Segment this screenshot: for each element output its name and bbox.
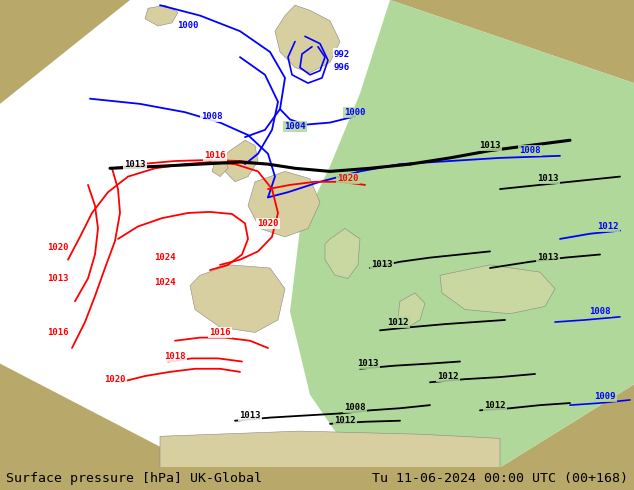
Polygon shape [190,265,285,332]
Text: 1020: 1020 [337,174,359,183]
Text: 1013: 1013 [537,253,559,262]
Text: 996: 996 [334,63,350,72]
Text: 1008: 1008 [589,307,611,316]
Text: 1018: 1018 [164,352,186,361]
Polygon shape [275,5,340,73]
Text: 1013: 1013 [124,160,146,169]
Text: 1013: 1013 [48,274,68,283]
Text: 1000: 1000 [178,22,198,30]
Text: 1016: 1016 [204,151,226,160]
Text: 1020: 1020 [104,375,126,384]
Text: 1016: 1016 [209,328,231,337]
Text: 1008: 1008 [519,146,541,155]
Text: 1013: 1013 [372,260,392,270]
Text: Surface pressure [hPa] UK-Global: Surface pressure [hPa] UK-Global [6,472,262,485]
Text: 1013: 1013 [479,141,501,150]
Text: 1012: 1012 [437,371,459,381]
Text: 1013: 1013 [357,359,378,368]
Polygon shape [160,431,500,467]
Text: 1009: 1009 [594,392,616,401]
Text: 1000: 1000 [344,108,366,117]
Polygon shape [248,172,320,237]
Text: 1004: 1004 [284,122,306,131]
Text: 1008: 1008 [201,112,223,121]
Polygon shape [145,5,178,26]
Text: 1012: 1012 [597,222,619,231]
Text: 1013: 1013 [239,411,261,420]
Polygon shape [398,293,425,327]
Text: 1008: 1008 [344,403,366,412]
Text: 1016: 1016 [48,328,68,337]
Polygon shape [212,156,228,176]
Polygon shape [440,265,555,314]
Polygon shape [325,228,360,278]
Polygon shape [0,0,634,467]
Text: 1012: 1012 [387,318,409,326]
Text: 1012: 1012 [334,416,356,425]
Polygon shape [222,140,258,182]
Text: 1020: 1020 [257,219,279,228]
Text: 1024: 1024 [154,253,176,262]
Text: Tu 11-06-2024 00:00 UTC (00+168): Tu 11-06-2024 00:00 UTC (00+168) [372,472,628,485]
Text: 992: 992 [334,49,350,58]
Polygon shape [290,0,634,467]
Text: 1024: 1024 [154,278,176,287]
Text: 1020: 1020 [48,243,68,252]
Text: 1012: 1012 [484,401,506,410]
Text: 1013: 1013 [537,174,559,183]
